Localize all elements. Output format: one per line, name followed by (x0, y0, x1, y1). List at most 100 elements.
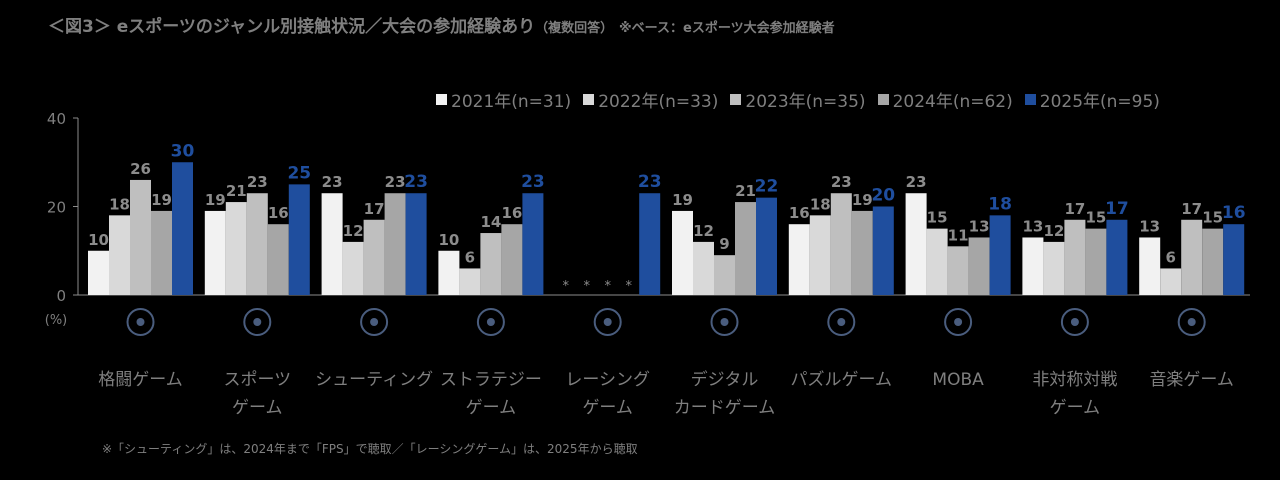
category-label: MOBA (932, 370, 984, 390)
category-label: シューティング (315, 370, 433, 390)
bar (88, 250, 109, 295)
data-label: 25 (287, 163, 311, 183)
bar (989, 215, 1011, 295)
bar (1139, 237, 1161, 295)
soccer-ball-icon (243, 308, 272, 336)
bar (172, 162, 193, 295)
bar (672, 210, 693, 295)
bar (501, 224, 523, 295)
legend-label: 2023年(n=35) (745, 91, 866, 112)
bar (130, 179, 151, 295)
bar (1022, 237, 1044, 295)
data-label: 16 (268, 204, 289, 222)
bar (830, 193, 852, 295)
legend-swatch (436, 93, 447, 105)
bar (480, 233, 502, 295)
data-label: 9 (719, 235, 729, 253)
missing-marker: * (583, 279, 590, 294)
bar (926, 228, 948, 295)
chase-icon (1060, 308, 1089, 336)
category-label: ゲーム (232, 398, 283, 418)
data-label: 10 (438, 231, 459, 249)
category-label: 格闘ゲーム (98, 370, 183, 390)
legend-swatch (1024, 93, 1036, 105)
bar (405, 193, 427, 295)
bar (1160, 268, 1182, 295)
category-label: ストラテジー (440, 370, 542, 390)
data-label: 15 (1085, 209, 1106, 227)
data-label: 23 (404, 172, 428, 192)
data-label: 18 (109, 195, 130, 213)
pilot-icon (944, 308, 973, 336)
legend-swatch (877, 93, 889, 105)
race-car-icon (593, 308, 622, 336)
swords-chess-knight-icon (476, 308, 505, 336)
category-label: ゲーム (1050, 398, 1101, 418)
bar (1202, 228, 1224, 295)
legend-item: 2023年(n=35) (730, 87, 866, 112)
category-label: パズルゲーム (791, 370, 893, 390)
bar (363, 219, 385, 295)
data-label: 19 (672, 191, 693, 209)
bar (756, 197, 777, 295)
missing-marker: * (562, 279, 569, 294)
chart-title: ＜図3＞ eスポーツのジャンル別接触状況／大会の参加経験あり（複数回答） ※ベー… (48, 12, 835, 37)
category-label: ゲーム (582, 398, 633, 418)
data-label: 16 (789, 204, 810, 222)
data-label: 20 (871, 186, 895, 206)
data-label: 14 (480, 213, 501, 231)
data-label: 23 (831, 173, 852, 191)
legend-item: 2024年(n=62) (877, 87, 1013, 112)
data-label: 26 (130, 160, 151, 178)
data-label: 16 (1222, 203, 1246, 223)
data-label: 23 (638, 172, 662, 192)
category-label: デジタル (691, 369, 759, 390)
data-label: 15 (1202, 209, 1223, 227)
data-label: 15 (927, 209, 948, 227)
bar (438, 250, 460, 295)
data-label: 23 (906, 173, 927, 191)
legend-label: 2021年(n=31) (451, 91, 572, 112)
data-label: 12 (343, 222, 364, 240)
data-label: 10 (88, 231, 109, 249)
bar (1106, 219, 1128, 295)
data-label: 13 (1139, 217, 1160, 235)
data-label: 16 (501, 204, 522, 222)
category-label: 音楽ゲーム (1149, 370, 1234, 390)
category-label: カードゲーム (674, 398, 776, 418)
legend-label: 2022年(n=33) (598, 91, 719, 112)
data-label: 23 (385, 173, 406, 191)
footnote: ※「シューティング」は、2024年まで「FPS」で聴取／「レーシングゲーム」は、… (102, 442, 638, 456)
bar (809, 215, 831, 295)
chart-legend: 2021年(n=31) 2022年(n=33) 2023年(n=35) 2024年(n… (436, 87, 1160, 112)
card-icon (710, 308, 739, 336)
bar (947, 246, 969, 295)
bar (851, 210, 873, 295)
bar (384, 193, 406, 295)
data-label: 23 (322, 173, 343, 191)
data-label: 19 (151, 191, 172, 209)
bar (267, 224, 289, 295)
bar (204, 210, 226, 295)
legend-swatch (583, 93, 595, 105)
data-label: 21 (735, 182, 756, 200)
data-label: 17 (1181, 200, 1202, 218)
legend-item: 2025年(n=95) (1024, 87, 1160, 112)
bar (872, 206, 894, 295)
title-base: ※ベース：eスポーツ大会参加経験者 (619, 21, 835, 36)
title-main: ＜図3＞ eスポーツのジャンル別接触状況／大会の参加経験あり (48, 17, 536, 37)
bar (321, 193, 343, 295)
data-label: 6 (465, 248, 475, 266)
category-label: ゲーム (466, 398, 517, 418)
y-tick-label: 40 (47, 110, 66, 128)
data-label: 12 (693, 222, 714, 240)
data-label: 11 (948, 226, 969, 244)
music-note-icon (1177, 308, 1206, 336)
data-label: 19 (852, 191, 873, 209)
bar (1064, 219, 1086, 295)
legend-item: 2022年(n=33) (583, 87, 718, 112)
missing-marker: * (625, 279, 632, 294)
title-note: （複数回答） (535, 21, 614, 36)
bar (1043, 241, 1065, 295)
legend-item: 2021年(n=31) (436, 87, 571, 112)
